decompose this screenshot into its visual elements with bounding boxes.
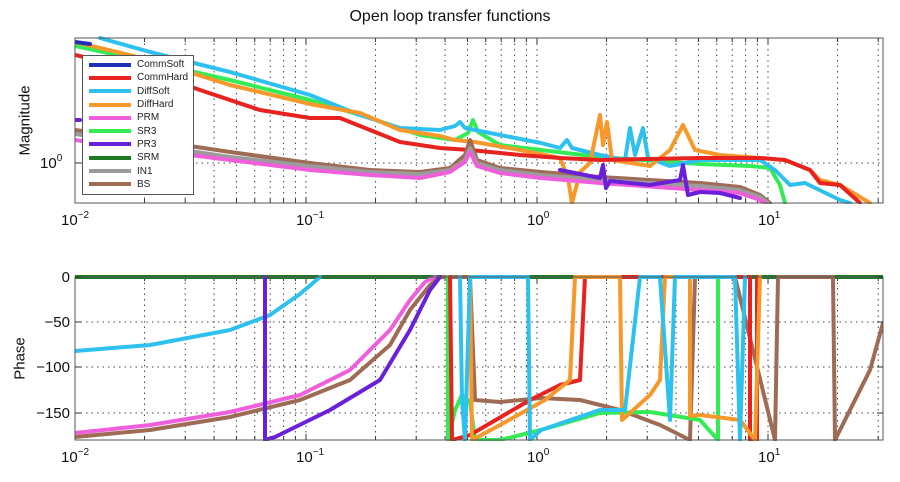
legend-swatch: [89, 75, 131, 80]
legend-label: BS: [137, 178, 151, 190]
series-diffhard: [468, 275, 762, 441]
legend-label: PRM: [137, 112, 160, 124]
legend-swatch: [89, 155, 131, 160]
y-tick-label: 0: [62, 269, 70, 286]
legend-swatch: [89, 62, 131, 67]
legend-swatch: [89, 182, 131, 187]
series-sr3: [75, 44, 787, 204]
series-commhard: [75, 53, 862, 204]
magnitude-series: [75, 36, 872, 204]
legend-label: SR3: [137, 125, 157, 137]
legend-item: PRM: [89, 111, 193, 124]
legend-item: SR3: [89, 124, 193, 137]
legend-swatch: [89, 102, 131, 107]
x-tick-label: 10−1: [296, 210, 325, 229]
chart-title: Open loop transfer functions: [349, 8, 551, 25]
legend-swatch: [89, 142, 131, 147]
legend-label: DiffHard: [137, 99, 174, 111]
series-diffsoft: [75, 275, 322, 353]
x-tick-label: 101: [758, 210, 781, 229]
legend-swatch: [89, 169, 131, 174]
magnitude-axes-frame: [74, 37, 884, 204]
x-tick-label: 100: [527, 210, 550, 229]
x-tick-label: 101: [758, 447, 781, 466]
series-prm: [75, 275, 437, 435]
x-tick-label: 10−1: [296, 447, 325, 466]
legend-label: CommHard: [137, 72, 189, 84]
legend-item: DiffSoft: [89, 85, 193, 98]
legend-swatch: [89, 129, 131, 134]
x-tick-label: 10−2: [61, 210, 90, 229]
magnitude-grid: [74, 38, 883, 203]
x-tick-label: 100: [527, 447, 550, 466]
legend-swatch: [89, 89, 131, 94]
y-tick-label: 100: [40, 153, 63, 172]
legend-label: IN1: [137, 165, 153, 177]
legend-label: SRM: [137, 152, 160, 164]
series-bs: [75, 128, 772, 204]
y-tick-label: −100: [36, 359, 70, 376]
legend-item: DiffHard: [89, 98, 193, 111]
legend-item: CommHard: [89, 71, 193, 84]
legend: CommSoft CommHard DiffSoft DiffHard PRM SR3 PR…: [82, 55, 194, 195]
legend-item: SRM: [89, 151, 193, 164]
legend-item: PR3: [89, 138, 193, 151]
x-tick-label: 10−2: [61, 447, 90, 466]
legend-label: PR3: [137, 138, 157, 150]
phase-series: [75, 275, 883, 441]
y-tick-label: −150: [36, 405, 70, 422]
legend-item: BS: [89, 178, 193, 191]
phase-axes-frame: [74, 276, 884, 441]
legend-label: CommSoft: [137, 59, 185, 71]
series-commsoft: [75, 40, 92, 46]
legend-swatch: [89, 115, 131, 120]
legend-label: DiffSoft: [137, 85, 170, 97]
legend-item: CommSoft: [89, 58, 193, 71]
series-in1: [75, 132, 770, 204]
y-tick-label: −50: [45, 314, 70, 331]
series-pr3: [558, 163, 742, 200]
legend-item: IN1: [89, 164, 193, 177]
